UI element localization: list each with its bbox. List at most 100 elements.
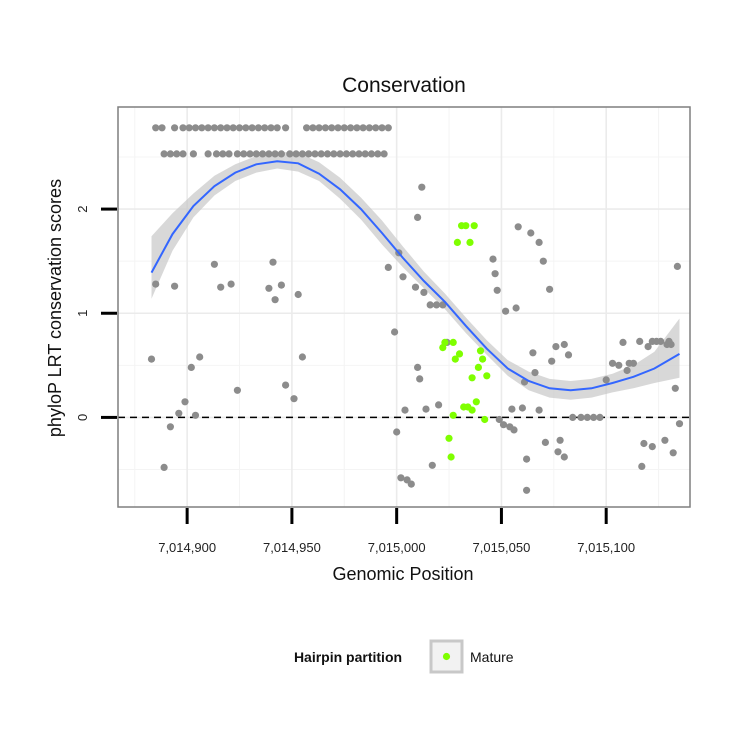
data-point — [523, 486, 531, 494]
data-point — [378, 124, 386, 132]
data-point — [240, 150, 248, 158]
mature-point — [445, 434, 453, 442]
mature-point — [462, 222, 470, 230]
legend-title: Hairpin partition — [294, 649, 402, 665]
legend-key — [429, 639, 464, 674]
data-point — [393, 428, 401, 436]
data-point — [282, 124, 290, 132]
data-point — [191, 124, 200, 132]
data-point — [210, 124, 218, 132]
data-point — [217, 283, 225, 291]
data-point — [261, 124, 269, 132]
data-point — [175, 409, 183, 417]
data-point — [233, 150, 241, 158]
mature-point — [468, 406, 476, 414]
data-point — [330, 150, 338, 158]
data-point — [629, 359, 638, 367]
data-point — [166, 423, 174, 431]
data-point — [294, 290, 302, 299]
data-point — [615, 361, 623, 369]
data-point — [374, 150, 382, 158]
data-point — [147, 355, 156, 363]
data-point — [502, 307, 510, 315]
mature-point — [453, 238, 461, 246]
data-point — [361, 150, 369, 158]
data-point — [414, 213, 422, 221]
data-point — [546, 285, 554, 293]
data-point — [271, 150, 279, 158]
data-point — [638, 462, 646, 470]
data-point — [204, 150, 212, 158]
data-point — [259, 150, 267, 158]
data-point — [254, 124, 262, 132]
data-point — [384, 124, 392, 132]
x-axis: 7,014,900 7,014,950 7,015,000 7,015,050 7,01… — [158, 508, 635, 555]
data-point — [367, 150, 376, 158]
data-point — [577, 413, 585, 421]
data-point — [152, 124, 160, 132]
data-point — [353, 124, 361, 132]
data-point — [418, 183, 426, 191]
data-point — [349, 150, 357, 158]
data-point — [590, 413, 598, 421]
data-point — [187, 363, 195, 371]
data-point — [305, 150, 313, 158]
data-point — [212, 150, 221, 158]
data-point — [539, 257, 547, 265]
data-point — [384, 263, 392, 271]
data-point — [560, 453, 568, 461]
data-point — [235, 124, 244, 132]
y-axis-title: phyloP LRT conservation scores — [45, 179, 65, 437]
data-point — [298, 353, 306, 361]
x-axis-title: Genomic Position — [332, 564, 473, 584]
data-point — [669, 449, 677, 457]
data-point — [671, 384, 679, 392]
data-point — [298, 150, 306, 158]
data-point — [596, 413, 604, 421]
data-point — [198, 124, 206, 132]
data-point — [560, 340, 568, 349]
data-point — [223, 124, 231, 132]
data-point — [422, 405, 430, 413]
data-point — [347, 124, 355, 132]
data-point — [181, 398, 189, 406]
data-point — [512, 304, 520, 312]
legend-mature-marker — [442, 652, 451, 661]
data-point — [673, 262, 682, 270]
data-point — [173, 150, 181, 158]
mature-point — [455, 350, 464, 358]
data-point — [552, 343, 560, 351]
data-point — [242, 124, 250, 132]
data-point — [334, 124, 342, 132]
data-point — [229, 124, 237, 132]
data-point — [185, 124, 193, 132]
x-tick-label: 7,015,050 — [473, 540, 531, 555]
data-point — [397, 474, 405, 482]
data-point — [265, 150, 273, 158]
data-point — [355, 150, 363, 158]
data-point — [401, 406, 409, 414]
data-point — [623, 366, 631, 375]
data-point — [416, 375, 424, 383]
data-point — [282, 381, 290, 389]
data-point — [267, 124, 275, 132]
data-point — [309, 124, 317, 132]
data-point — [640, 439, 648, 448]
data-point — [407, 480, 415, 488]
data-point — [556, 436, 564, 444]
grid — [118, 107, 690, 507]
plot-panel-border — [117, 106, 691, 508]
data-point — [227, 280, 235, 288]
data-point — [217, 124, 225, 132]
smooth-line — [150, 160, 681, 392]
data-point — [491, 270, 499, 278]
data-point — [548, 357, 556, 365]
data-point — [523, 455, 531, 463]
data-point — [340, 124, 348, 132]
data-point — [619, 338, 627, 346]
data-point — [196, 353, 204, 361]
data-point — [248, 124, 256, 132]
mature-point — [449, 411, 457, 419]
data-point — [286, 150, 294, 158]
